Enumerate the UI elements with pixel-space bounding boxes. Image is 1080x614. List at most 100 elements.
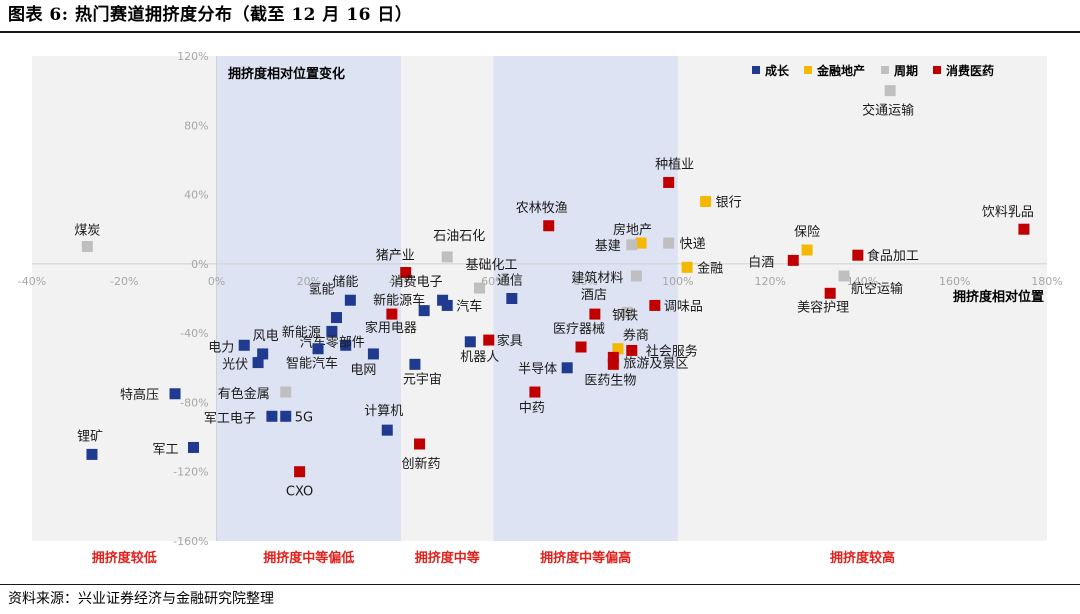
point-label: 机器人 bbox=[460, 350, 499, 365]
point-label: 旅游及景区 bbox=[623, 356, 688, 371]
x-tick-label: 140% bbox=[847, 275, 878, 288]
point-marker bbox=[280, 410, 292, 422]
legend-label: 消费医药 bbox=[946, 63, 994, 78]
point-label: 光伏 bbox=[222, 358, 248, 373]
point-label: 农林牧渔 bbox=[516, 201, 568, 216]
point-marker bbox=[700, 196, 712, 207]
point-label: 特高压 bbox=[120, 387, 159, 403]
point-marker bbox=[663, 176, 675, 188]
point-label: 金融 bbox=[697, 260, 723, 276]
point-label: 券商 bbox=[623, 328, 649, 344]
point-label: 基础化工 bbox=[466, 258, 518, 273]
point-marker bbox=[169, 388, 181, 400]
point-marker bbox=[612, 343, 624, 355]
y-tick-label: 40% bbox=[184, 189, 208, 202]
point-marker bbox=[649, 299, 661, 311]
bottom-rule bbox=[0, 584, 1080, 585]
legend-swatch bbox=[804, 66, 812, 74]
point-marker bbox=[86, 448, 98, 460]
x-axis-title: 拥挤度相对位置 bbox=[953, 289, 1044, 305]
point-marker bbox=[252, 357, 264, 369]
point-label: 电力 bbox=[208, 340, 234, 355]
y-tick-label: -120% bbox=[173, 466, 208, 479]
point-label: 保险 bbox=[794, 225, 820, 240]
x-tick-label: 20% bbox=[297, 275, 321, 288]
point-marker bbox=[543, 220, 555, 232]
point-marker bbox=[441, 251, 453, 263]
point-label: 有色金属 bbox=[218, 386, 270, 402]
point-label: 计算机 bbox=[364, 404, 403, 419]
legend-swatch bbox=[881, 66, 889, 74]
point-marker bbox=[1018, 223, 1030, 235]
point-label: 汽车 bbox=[456, 298, 482, 314]
point-label: CXO bbox=[286, 485, 313, 500]
point-label: 房地产 bbox=[613, 222, 652, 238]
point-marker bbox=[589, 308, 601, 320]
point-label: 家具 bbox=[497, 333, 523, 349]
point-label: 中药 bbox=[519, 401, 545, 416]
point-marker bbox=[266, 410, 278, 422]
point-marker bbox=[409, 358, 421, 370]
point-marker bbox=[418, 305, 430, 317]
legend-label: 成长 bbox=[765, 63, 790, 78]
y-tick-label: -40% bbox=[180, 327, 208, 340]
point-label: 军工 bbox=[152, 442, 178, 457]
point-marker bbox=[506, 293, 518, 304]
point-marker bbox=[529, 386, 541, 398]
point-marker bbox=[326, 325, 338, 337]
point-marker bbox=[681, 261, 693, 273]
point-marker bbox=[386, 308, 398, 320]
point-label: 通信 bbox=[497, 274, 523, 289]
point-marker bbox=[464, 336, 476, 348]
point-label: 基建 bbox=[595, 239, 621, 254]
crowding-scatter-chart: 拥挤度较低 拥挤度中等偏低 拥挤度中等 拥挤度中等偏高 拥挤度较高 -40% -20% 0% 2… bbox=[18, 50, 1063, 566]
point-label: 汽车零部件 bbox=[300, 334, 365, 350]
legend-label: 周期 bbox=[894, 63, 918, 78]
point-label: 食品加工 bbox=[867, 248, 919, 264]
y-tick-label: 0% bbox=[191, 258, 208, 271]
x-tick-label: 100% bbox=[662, 275, 693, 288]
point-marker bbox=[607, 351, 619, 363]
point-label: 种植业 bbox=[655, 157, 694, 172]
point-marker bbox=[483, 334, 495, 346]
y-tick-label: -160% bbox=[173, 535, 208, 548]
point-marker bbox=[838, 270, 850, 282]
x-tick-label: 60% bbox=[481, 275, 505, 288]
band-0 bbox=[32, 56, 217, 541]
point-label: 军工电子 bbox=[204, 411, 256, 426]
point-label: 氢能 bbox=[309, 283, 335, 298]
point-label: 风电 bbox=[253, 329, 279, 344]
point-marker bbox=[787, 254, 799, 266]
legend-swatch bbox=[933, 66, 941, 74]
point-label: 电网 bbox=[350, 363, 376, 378]
point-label: 钢铁 bbox=[612, 308, 638, 323]
band-3 bbox=[493, 56, 678, 541]
point-marker bbox=[884, 85, 896, 97]
point-marker bbox=[801, 244, 813, 256]
point-label: 半导体 bbox=[518, 362, 557, 377]
y-axis-title: 拥挤度相对位置变化 bbox=[228, 66, 345, 82]
point-marker bbox=[294, 466, 306, 478]
point-marker bbox=[331, 312, 342, 324]
point-label: 锂矿 bbox=[77, 429, 103, 444]
point-marker bbox=[441, 299, 453, 311]
x-tick-label: 120% bbox=[754, 275, 785, 288]
band-1 bbox=[216, 56, 402, 541]
point-label: 医药生物 bbox=[584, 373, 636, 388]
point-marker bbox=[824, 287, 836, 299]
point-marker bbox=[414, 438, 426, 450]
band-label: 拥挤度中等偏高 bbox=[540, 550, 631, 566]
x-tick-label: 180% bbox=[1031, 275, 1062, 288]
band-4 bbox=[677, 56, 1047, 541]
top-rule bbox=[0, 31, 1080, 33]
point-label: 建筑材料 bbox=[571, 270, 623, 286]
source-note: 资料来源：兴业证券经济与金融研究院整理 bbox=[8, 591, 274, 607]
point-marker bbox=[635, 237, 647, 249]
point-label: 家用电器 bbox=[365, 320, 417, 336]
point-marker bbox=[852, 249, 864, 261]
x-tick-label: 0% bbox=[208, 275, 225, 288]
point-label: 元宇宙 bbox=[403, 372, 442, 387]
point-label: 智能汽车 bbox=[286, 356, 338, 372]
point-label: 白酒 bbox=[748, 254, 774, 270]
point-marker bbox=[238, 339, 250, 351]
